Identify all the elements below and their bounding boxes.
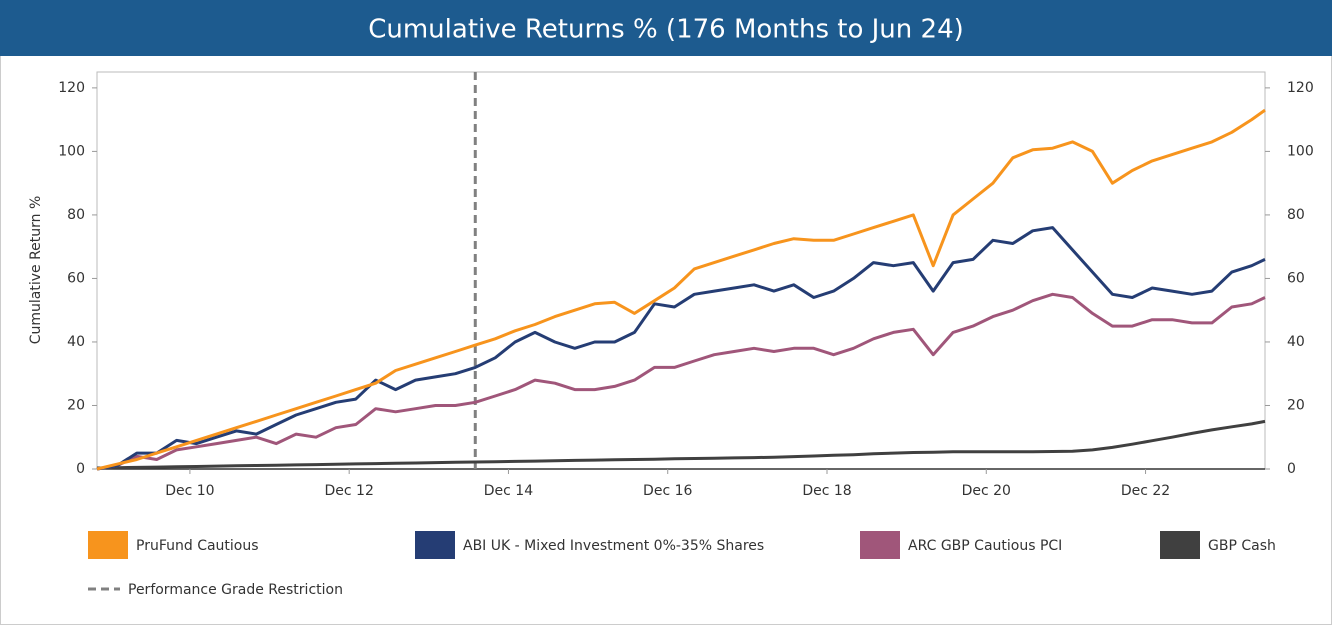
x-tick-label: Dec 10 [165, 483, 214, 499]
legend-label: GBP Cash [1208, 538, 1276, 554]
legend-label: PruFund Cautious [136, 538, 259, 554]
y2-tick-label: 80 [1287, 207, 1305, 223]
y-tick-label: 80 [67, 207, 85, 223]
chart-title: Cumulative Returns % (176 Months to Jun … [368, 15, 964, 45]
legend-swatch [88, 531, 128, 559]
y-axis-title: Cumulative Return % [28, 196, 44, 345]
title-band [0, 0, 1332, 56]
legend-label: ARC GBP Cautious PCI [908, 538, 1062, 554]
y2-tick-label: 100 [1287, 143, 1314, 159]
y-tick-label: 40 [67, 334, 85, 350]
y2-tick-label: 0 [1287, 461, 1296, 477]
y-tick-label: 100 [58, 143, 85, 159]
y-tick-label: 20 [67, 397, 85, 413]
legend-swatch [415, 531, 455, 559]
x-tick-label: Dec 12 [325, 483, 374, 499]
series-line [96, 108, 1266, 471]
legend-label: ABI UK - Mixed Investment 0%-35% Shares [463, 538, 764, 554]
y-tick-label: 120 [58, 80, 85, 96]
y-tick-label: 0 [76, 461, 85, 477]
x-tick-label: Dec 18 [802, 483, 851, 499]
x-tick-label: Dec 20 [962, 483, 1011, 499]
y2-tick-label: 20 [1287, 397, 1305, 413]
legend-label: Performance Grade Restriction [128, 582, 343, 598]
y2-tick-label: 120 [1287, 80, 1314, 96]
series-line [96, 292, 1266, 471]
legend-swatch [1160, 531, 1200, 559]
series-line [96, 226, 1266, 471]
x-tick-label: Dec 16 [643, 483, 692, 499]
y-tick-label: 60 [67, 270, 85, 286]
y2-tick-label: 60 [1287, 270, 1305, 286]
legend-swatch [860, 531, 900, 559]
series-line [96, 419, 1266, 470]
x-tick-label: Dec 22 [1121, 483, 1170, 499]
x-tick-label: Dec 14 [484, 483, 533, 499]
y2-tick-label: 40 [1287, 334, 1305, 350]
